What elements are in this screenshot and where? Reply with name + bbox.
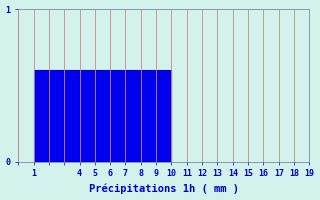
X-axis label: Précipitations 1h ( mm ): Précipitations 1h ( mm ) bbox=[89, 184, 239, 194]
Bar bbox=[34, 70, 172, 162]
